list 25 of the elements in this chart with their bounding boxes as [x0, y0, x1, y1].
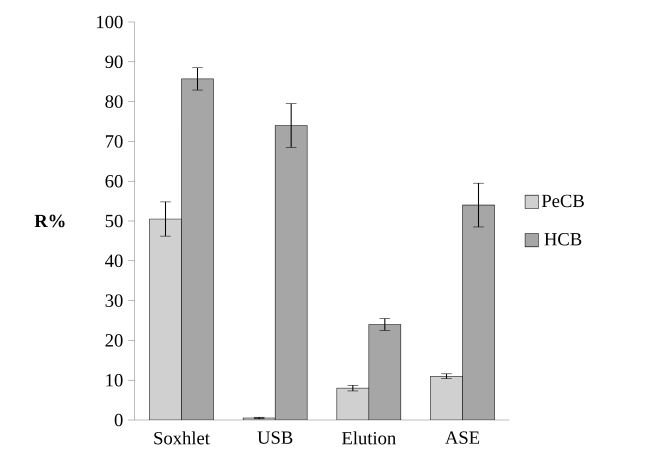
y-tick-label: 10: [106, 374, 123, 386]
y-tick-label: 30: [106, 294, 123, 307]
y-tick-label: 20: [106, 334, 123, 347]
y-tick-label: 0: [114, 414, 123, 426]
bar: [430, 376, 463, 420]
y-tick-label: 40: [105, 254, 123, 268]
y-tick-label: 60: [106, 174, 123, 188]
legend-label: HCB: [544, 232, 582, 246]
bar: [181, 78, 214, 420]
y-tick-label: 50: [106, 214, 123, 228]
y-tick-label: 100: [97, 16, 123, 28]
x-tick-label: Elution: [342, 431, 396, 444]
bar: [462, 204, 495, 420]
legend-label: PeCB: [542, 194, 584, 208]
x-tick-label: ASE: [445, 431, 480, 444]
y-axis-title: R%: [34, 214, 65, 228]
bar: [368, 324, 402, 420]
y-tick-label: 90: [105, 56, 123, 68]
bar: [149, 218, 182, 420]
bar: [336, 388, 370, 420]
x-tick-label: USB: [257, 431, 292, 444]
x-tick-label: Soxhlet: [154, 431, 210, 444]
y-tick-label: 80: [105, 95, 123, 108]
y-tick-label: 70: [106, 135, 123, 148]
bar: [274, 125, 308, 420]
